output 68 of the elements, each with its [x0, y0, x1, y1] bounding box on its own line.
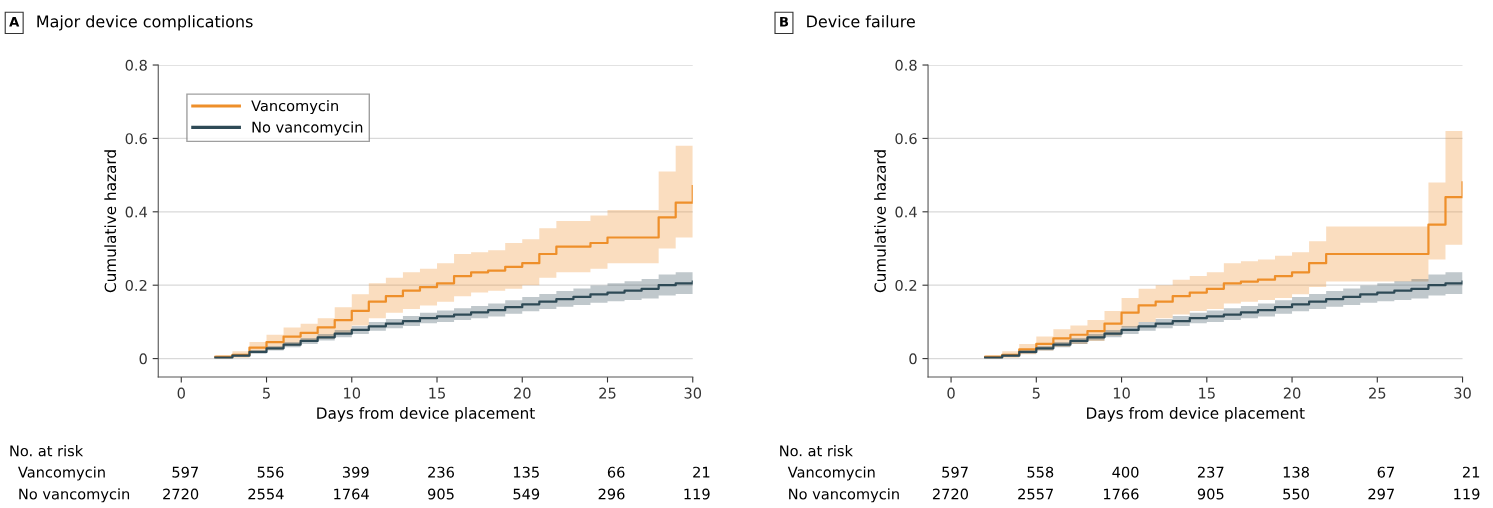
- x-axis-title: Days from device placement: [1087, 407, 1305, 422]
- chart-title: Major device complications: [37, 15, 253, 31]
- text: 21: [1462, 466, 1480, 478]
- x-tick-label: 20: [1283, 387, 1301, 399]
- y-tick-label: 0.4: [125, 206, 148, 218]
- text: 549: [513, 488, 540, 500]
- y-tick-label: 0.8: [125, 59, 147, 71]
- legend-label: Vancomycin: [251, 99, 338, 115]
- y-tick-label: 0.2: [125, 279, 147, 291]
- text: 297: [1368, 488, 1394, 500]
- y-tick-label: 0.4: [895, 206, 917, 218]
- x-tick-label: 5: [1032, 387, 1040, 399]
- text: 66: [607, 466, 625, 478]
- text: No. at risk: [10, 445, 84, 457]
- text: 237: [1197, 466, 1224, 478]
- y-tick-label: 0.2: [895, 279, 917, 291]
- x-tick-label: 0: [947, 387, 955, 399]
- text: 135: [513, 466, 539, 478]
- x-tick-label: 30: [1454, 387, 1471, 399]
- text: 296: [598, 488, 625, 500]
- text: 558: [1027, 466, 1054, 478]
- text: 21: [693, 466, 710, 478]
- text: 67: [1377, 466, 1394, 478]
- x-tick-label: 5: [263, 387, 270, 399]
- x-tick-label: 25: [599, 387, 616, 399]
- y-tick-label: 0.6: [895, 133, 917, 145]
- text: 236: [428, 466, 455, 478]
- text: 905: [428, 488, 454, 500]
- y-tick-label: 0: [139, 353, 147, 365]
- text: 550: [1283, 488, 1309, 500]
- text: 138: [1283, 466, 1309, 478]
- text: 119: [1454, 488, 1480, 500]
- y-axis-title: Cumulative hazard: [874, 150, 886, 293]
- text: 2720: [932, 488, 969, 500]
- x-tick-label: 20: [514, 387, 531, 399]
- text: No. at risk: [780, 445, 853, 457]
- x-tick-label: 25: [1369, 387, 1386, 399]
- text: No vancomycin: [789, 488, 899, 503]
- text: 2554: [248, 488, 284, 500]
- x-tick-label: 0: [177, 387, 185, 399]
- text: Vancomycin: [18, 466, 105, 481]
- chart-title: Device failure: [807, 15, 915, 28]
- text: 119: [684, 488, 710, 500]
- text: Vancomycin: [787, 466, 875, 481]
- text: 1766: [1103, 488, 1139, 500]
- y-tick-label: 0.8: [895, 59, 917, 71]
- text: 556: [257, 466, 284, 478]
- text: 399: [342, 466, 369, 478]
- text: 1764: [334, 488, 369, 500]
- x-tick-label: 10: [1113, 387, 1130, 399]
- legend-label: No vancomycin: [252, 121, 363, 136]
- text: 400: [1112, 466, 1139, 478]
- y-tick-label: 0.6: [125, 133, 147, 145]
- text: 2557: [1018, 488, 1053, 500]
- text: 905: [1197, 488, 1224, 500]
- x-axis-title: Days from device placement: [317, 407, 535, 422]
- text: A: [9, 16, 20, 27]
- text: 2720: [163, 488, 199, 500]
- x-tick-label: 10: [344, 387, 361, 399]
- x-tick-label: 15: [1199, 387, 1215, 399]
- text: 597: [942, 466, 968, 478]
- text: 597: [172, 466, 198, 478]
- text: B: [780, 16, 789, 27]
- y-axis-title: Cumulative hazard: [104, 150, 117, 293]
- x-tick-label: 15: [429, 387, 446, 399]
- x-tick-label: 30: [684, 387, 702, 399]
- y-tick-label: 0: [909, 353, 917, 365]
- text: No vancomycin: [19, 488, 130, 503]
